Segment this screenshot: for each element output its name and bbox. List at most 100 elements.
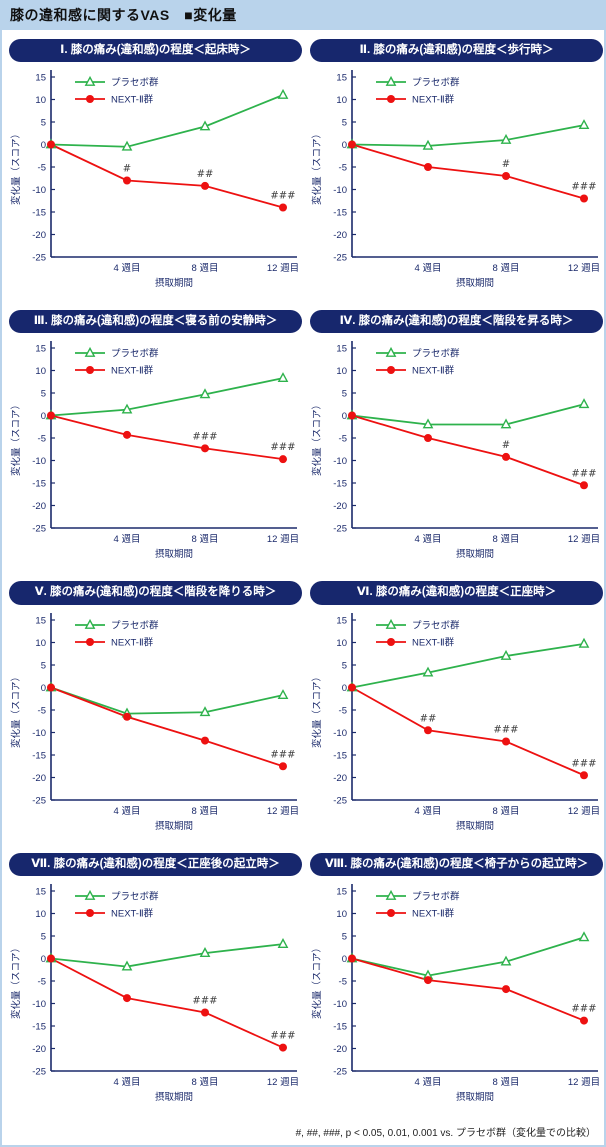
footnote: #, ##, ###, p < 0.05, 0.01, 0.001 vs. プラ… — [295, 1128, 596, 1139]
data-point-triangle — [578, 398, 590, 409]
legend-marker-triangle — [385, 76, 397, 87]
legend-marker-circle — [86, 908, 94, 917]
data-point-circle — [424, 163, 432, 172]
significance-annotation: ### — [270, 1030, 295, 1041]
data-point-circle — [123, 431, 131, 440]
chart-title: Ⅷ. 膝の痛み(違和感)の程度＜椅子からの起立時＞ — [310, 852, 603, 876]
legend-label: プラセボ群 — [412, 890, 460, 902]
legend-label: プラセボ群 — [111, 619, 159, 631]
x-tick-label: 12 週目 — [267, 805, 299, 817]
y-tick-label: -15 — [333, 750, 347, 761]
data-point-circle — [279, 455, 287, 464]
data-point-circle — [279, 761, 287, 770]
data-point-triangle — [578, 637, 590, 648]
y-tick-label: 15 — [35, 73, 46, 84]
data-point-triangle — [199, 120, 211, 131]
legend-marker-circle — [387, 908, 395, 917]
y-tick-label: 5 — [41, 118, 46, 129]
data-point-circle — [580, 194, 588, 203]
x-axis-title: 摂取期間 — [155, 277, 193, 289]
data-point-triangle — [277, 372, 289, 383]
y-axis-title: 変化量（スコア） — [311, 943, 323, 1019]
y-tick-label: -10 — [333, 999, 347, 1010]
data-point-circle — [201, 736, 209, 745]
legend-marker-circle — [387, 366, 395, 375]
y-tick-label: 5 — [41, 931, 46, 942]
series-line — [50, 686, 284, 767]
y-tick-label: 5 — [342, 389, 347, 400]
legend-marker-circle — [387, 637, 395, 646]
x-axis-title: 摂取期間 — [456, 548, 494, 560]
y-tick-label: -15 — [333, 1021, 347, 1032]
y-tick-label: -5 — [339, 705, 347, 716]
chart-panel: Ⅰ. 膝の痛み(違和感)の程度＜起床時＞ 15 10 5 0 -5 -10 -15 -20 -25… — [4, 32, 305, 303]
y-tick-label: 10 — [336, 637, 347, 648]
data-point-triangle — [500, 955, 512, 966]
series-line — [351, 957, 585, 1022]
legend-label: プラセボ群 — [111, 348, 159, 360]
x-tick-label: 12 週目 — [568, 1076, 600, 1088]
y-tick-label: -25 — [32, 1066, 46, 1077]
y-tick-label: -10 — [333, 727, 347, 738]
data-point-circle — [502, 172, 510, 181]
y-tick-label: -25 — [333, 795, 347, 806]
y-tick-label: -5 — [38, 434, 46, 445]
x-tick-label: 8 週目 — [493, 1076, 520, 1088]
significance-annotation: # — [123, 164, 131, 175]
data-point-circle — [580, 770, 588, 779]
x-axis-title: 摂取期間 — [456, 820, 494, 832]
x-tick-label: 8 週目 — [192, 533, 219, 545]
chart-panel: Ⅶ. 膝の痛み(違和感)の程度＜正座後の起立時＞ 15 10 5 0 -5 -10 -15 -2… — [4, 846, 305, 1117]
y-tick-label: -15 — [32, 208, 46, 219]
y-tick-label: -10 — [333, 185, 347, 196]
y-tick-label: -5 — [339, 434, 347, 445]
chart-panel: Ⅳ. 膝の痛み(違和感)の程度＜階段を昇る時＞ 15 10 5 0 -5 -10 -15 -20… — [305, 303, 606, 574]
data-point-circle — [47, 954, 55, 963]
y-tick-label: 10 — [35, 366, 46, 377]
significance-annotation: ### — [571, 758, 596, 769]
y-tick-label: -15 — [32, 479, 46, 490]
y-tick-label: -5 — [38, 163, 46, 174]
chart-title: Ⅶ. 膝の痛み(違和感)の程度＜正座後の起立時＞ — [9, 852, 302, 876]
legend-label: NEXT-Ⅱ群 — [412, 94, 455, 106]
y-tick-label: -10 — [333, 456, 347, 467]
data-point-triangle — [422, 418, 434, 429]
y-tick-label: -5 — [38, 976, 46, 987]
series-line — [351, 124, 585, 147]
x-tick-label: 12 週目 — [267, 533, 299, 545]
significance-annotation: ## — [197, 169, 214, 180]
legend-marker-circle — [86, 637, 94, 646]
chart-panel: Ⅴ. 膝の痛み(違和感)の程度＜階段を降りる時＞ 15 10 5 0 -5 -10 -15 -2… — [4, 574, 305, 845]
chart-panel: Ⅵ. 膝の痛み(違和感)の程度＜正座時＞ 15 10 5 0 -5 -10 -15 -20 -25… — [305, 574, 606, 845]
significance-annotation: ### — [571, 469, 596, 480]
y-tick-label: -25 — [32, 795, 46, 806]
significance-annotation: ### — [270, 749, 295, 760]
legend-label: NEXT-Ⅱ群 — [412, 365, 455, 377]
chart-title: Ⅵ. 膝の痛み(違和感)の程度＜正座時＞ — [310, 581, 603, 605]
y-tick-label: 0 — [342, 954, 347, 965]
y-tick-label: -20 — [333, 772, 347, 783]
data-point-triangle — [199, 705, 211, 716]
series-line — [351, 686, 585, 776]
data-point-circle — [424, 975, 432, 984]
y-tick-label: 5 — [342, 118, 347, 129]
legend-marker-triangle — [385, 347, 397, 358]
y-tick-label: 0 — [41, 954, 46, 965]
legend-marker-circle — [387, 95, 395, 104]
series-line — [50, 957, 284, 1049]
x-tick-label: 4 週目 — [114, 262, 141, 274]
x-tick-label: 4 週目 — [415, 533, 442, 545]
data-point-circle — [424, 725, 432, 734]
chart-title: Ⅳ. 膝の痛み(違和感)の程度＜階段を昇る時＞ — [310, 310, 603, 334]
data-point-circle — [348, 683, 356, 692]
y-tick-label: -20 — [32, 1044, 46, 1055]
x-axis-title: 摂取期間 — [456, 1091, 494, 1103]
y-tick-label: -5 — [339, 163, 347, 174]
legend-marker-triangle — [84, 76, 96, 87]
data-point-triangle — [500, 649, 512, 660]
y-axis-title: 変化量（スコア） — [311, 400, 323, 476]
